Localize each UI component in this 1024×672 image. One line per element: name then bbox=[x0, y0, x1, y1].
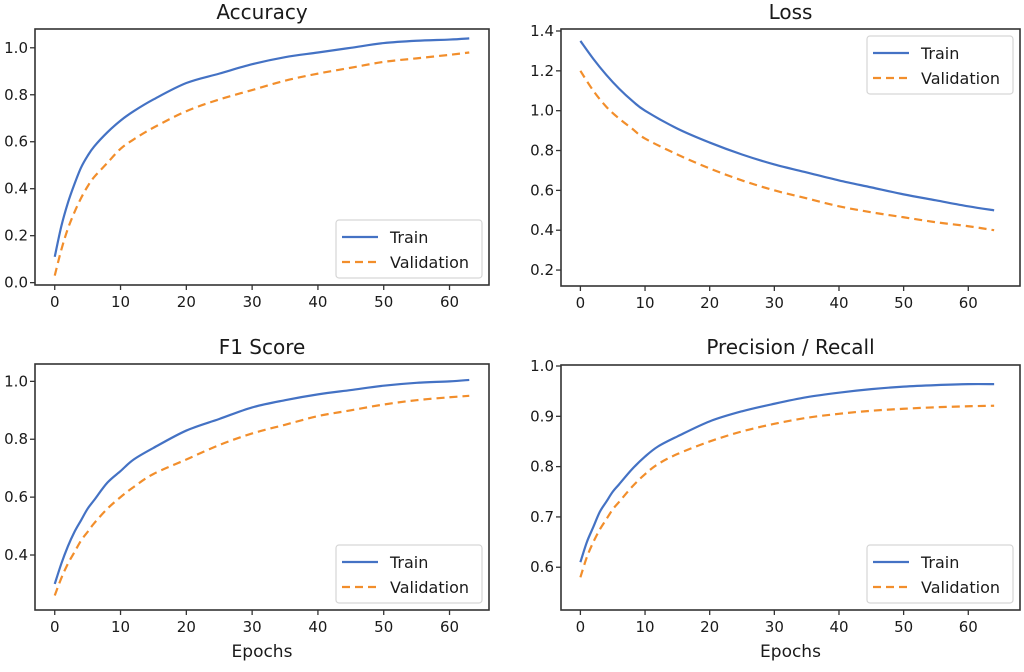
legend: Train Validation bbox=[335, 544, 483, 604]
legend-label: Train bbox=[389, 228, 428, 247]
x-axis-label: Epochs bbox=[232, 642, 293, 662]
y-tick-label: 0.8 bbox=[4, 86, 28, 104]
y-tick-label: 0.7 bbox=[530, 508, 554, 526]
x-tick-label: 60 bbox=[440, 618, 459, 636]
x-tick-label: 50 bbox=[894, 618, 913, 636]
x-tick-label: 40 bbox=[308, 293, 327, 311]
y-tick-label: 0.4 bbox=[4, 180, 28, 198]
x-tick-label: 30 bbox=[765, 618, 784, 636]
legend-box bbox=[335, 219, 483, 279]
legend-box bbox=[866, 35, 1014, 95]
y-tick-label: 0.6 bbox=[4, 488, 28, 506]
legend-label: Validation bbox=[921, 69, 1000, 88]
legend-box bbox=[866, 544, 1014, 604]
series-line-validation bbox=[53, 394, 470, 596]
x-tick-label: 40 bbox=[829, 618, 848, 636]
series-line-train bbox=[579, 40, 995, 212]
x-axis-label: Epochs bbox=[760, 642, 821, 662]
x-tick-label: 40 bbox=[308, 618, 327, 636]
y-tick-label: 0.2 bbox=[530, 261, 554, 279]
axes-frame bbox=[560, 364, 1021, 611]
chart-title: Accuracy bbox=[216, 0, 307, 24]
x-tick-label: 20 bbox=[700, 294, 719, 312]
precision-recall-panel: Precision / Recall 0 10 20 30 40 50 60 0.6 0.7 0.8… bbox=[530, 335, 1021, 662]
axes-frame bbox=[560, 28, 1021, 287]
y-tick-label: 1.0 bbox=[4, 39, 28, 57]
series-line-train bbox=[579, 382, 995, 563]
y-tick-label: 0.6 bbox=[530, 181, 554, 199]
x-tick-label: 30 bbox=[243, 618, 262, 636]
series-line-validation bbox=[579, 70, 995, 232]
x-tick-label: 0 bbox=[50, 618, 60, 636]
series-line-train bbox=[53, 378, 470, 585]
y-tick-label: 1.0 bbox=[530, 357, 554, 375]
x-tick-label: 50 bbox=[894, 294, 913, 312]
legend-label: Train bbox=[920, 44, 959, 63]
legend-label: Train bbox=[920, 553, 959, 572]
x-tick-label: 30 bbox=[243, 293, 262, 311]
y-tick-label: 0.0 bbox=[4, 274, 28, 292]
x-tick-label: 20 bbox=[700, 618, 719, 636]
axes-frame bbox=[34, 363, 490, 611]
legend-label: Validation bbox=[390, 578, 469, 597]
legend: Train Validation bbox=[866, 544, 1014, 604]
accuracy-panel: Accuracy 0 10 20 30 40 50 60 0.0 0.2 0.4 0.6 0.8 1.0 T… bbox=[4, 0, 490, 311]
y-tick-label: 0.4 bbox=[530, 221, 554, 239]
x-tick-label: 30 bbox=[765, 294, 784, 312]
y-tick-label: 0.8 bbox=[530, 458, 554, 476]
loss-panel: Loss 0 10 20 30 40 50 60 0.2 0.4 0.6 0.8 1.0 1.2 1.4 Tr… bbox=[530, 0, 1021, 312]
legend: Train Validation bbox=[335, 219, 483, 279]
x-tick-label: 20 bbox=[177, 618, 196, 636]
y-tick-label: 0.6 bbox=[4, 133, 28, 151]
x-tick-label: 60 bbox=[959, 618, 978, 636]
y-tick-label: 1.0 bbox=[530, 102, 554, 120]
x-tick-label: 50 bbox=[374, 293, 393, 311]
chart-title: F1 Score bbox=[219, 335, 306, 359]
f1-score-panel: F1 Score 0 10 20 30 40 50 60 0.4 0.6 0.8 1.0 Epochs T… bbox=[4, 335, 490, 662]
chart-title: Loss bbox=[769, 0, 813, 24]
series-line-train bbox=[53, 37, 470, 258]
y-tick-label: 0.9 bbox=[530, 407, 554, 425]
y-tick-label: 0.8 bbox=[4, 430, 28, 448]
y-tick-label: 1.2 bbox=[530, 62, 554, 80]
x-tick-label: 50 bbox=[374, 618, 393, 636]
x-tick-label: 10 bbox=[635, 294, 654, 312]
legend-label: Validation bbox=[390, 253, 469, 272]
legend-box bbox=[335, 544, 483, 604]
x-tick-label: 40 bbox=[829, 294, 848, 312]
legend: Train Validation bbox=[866, 35, 1014, 95]
series-line-validation bbox=[53, 51, 470, 276]
y-tick-label: 0.4 bbox=[4, 546, 28, 564]
x-tick-label: 10 bbox=[111, 618, 130, 636]
chart-title: Precision / Recall bbox=[706, 335, 874, 359]
legend-label: Validation bbox=[921, 578, 1000, 597]
y-tick-label: 1.0 bbox=[4, 372, 28, 390]
x-tick-label: 0 bbox=[576, 618, 586, 636]
legend-label: Train bbox=[389, 553, 428, 572]
x-tick-label: 0 bbox=[50, 293, 60, 311]
x-tick-label: 10 bbox=[111, 293, 130, 311]
y-tick-label: 1.4 bbox=[530, 22, 554, 40]
x-tick-label: 60 bbox=[440, 293, 459, 311]
x-tick-label: 60 bbox=[959, 294, 978, 312]
x-tick-label: 20 bbox=[177, 293, 196, 311]
series-line-validation bbox=[579, 404, 995, 578]
y-tick-label: 0.8 bbox=[530, 142, 554, 160]
y-tick-label: 0.6 bbox=[530, 558, 554, 576]
x-tick-label: 10 bbox=[635, 618, 654, 636]
y-tick-label: 0.2 bbox=[4, 227, 28, 245]
axes-frame bbox=[34, 28, 490, 286]
x-tick-label: 0 bbox=[576, 294, 586, 312]
